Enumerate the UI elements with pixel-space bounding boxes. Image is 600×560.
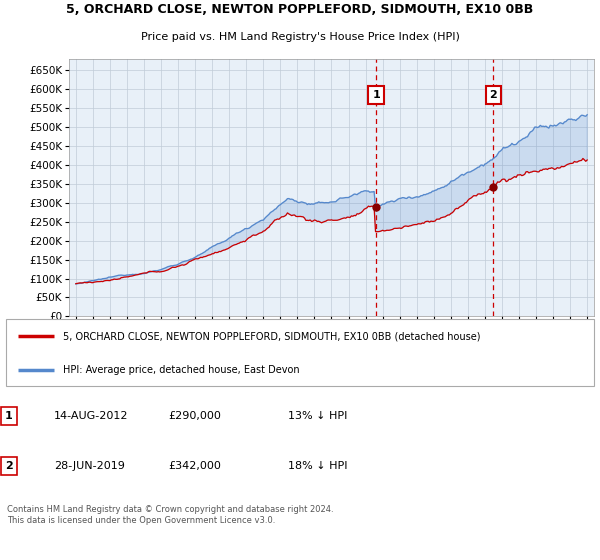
Text: 2: 2 — [5, 461, 13, 471]
FancyBboxPatch shape — [6, 319, 594, 386]
Text: 2: 2 — [490, 90, 497, 100]
Text: 1: 1 — [5, 411, 13, 421]
Text: 5, ORCHARD CLOSE, NEWTON POPPLEFORD, SIDMOUTH, EX10 0BB: 5, ORCHARD CLOSE, NEWTON POPPLEFORD, SID… — [67, 3, 533, 16]
Text: 28-JUN-2019: 28-JUN-2019 — [54, 461, 125, 471]
Text: 18% ↓ HPI: 18% ↓ HPI — [288, 461, 347, 471]
Text: HPI: Average price, detached house, East Devon: HPI: Average price, detached house, East… — [63, 365, 299, 375]
Text: £290,000: £290,000 — [168, 411, 221, 421]
Text: 5, ORCHARD CLOSE, NEWTON POPPLEFORD, SIDMOUTH, EX10 0BB (detached house): 5, ORCHARD CLOSE, NEWTON POPPLEFORD, SID… — [63, 331, 481, 341]
Text: Price paid vs. HM Land Registry's House Price Index (HPI): Price paid vs. HM Land Registry's House … — [140, 32, 460, 43]
Text: £342,000: £342,000 — [168, 461, 221, 471]
Text: 14-AUG-2012: 14-AUG-2012 — [54, 411, 128, 421]
Text: 13% ↓ HPI: 13% ↓ HPI — [288, 411, 347, 421]
Text: Contains HM Land Registry data © Crown copyright and database right 2024.
This d: Contains HM Land Registry data © Crown c… — [7, 505, 334, 525]
Text: 1: 1 — [372, 90, 380, 100]
